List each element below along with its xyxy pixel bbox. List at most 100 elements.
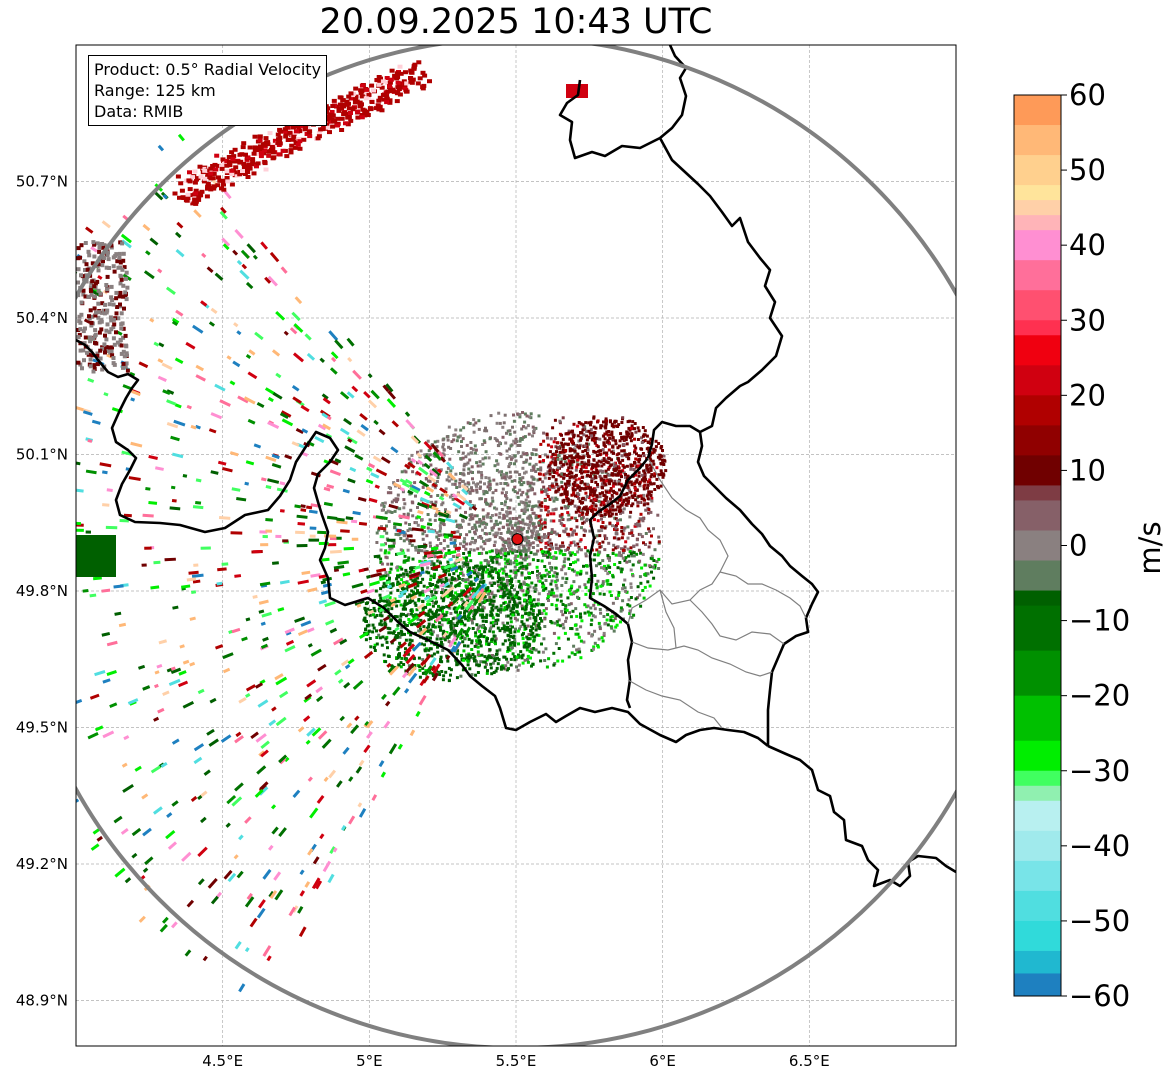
echo-cell [526,523,530,527]
echo-cell [416,515,422,519]
echo-cell [591,463,595,467]
echo-cell [462,630,466,634]
echo-cell [295,428,304,435]
echo-cell [467,467,471,471]
echo-cell [619,470,623,474]
echo-cell [602,434,606,438]
echo-cell [637,519,641,523]
echo-cell [513,454,517,458]
echo-cell [208,321,216,327]
echo-cell [548,547,552,551]
echo-cell [629,426,633,430]
echo-cell [527,633,531,636]
echo-cell [51,685,56,689]
echo-cell [404,411,411,417]
echo-cell [51,286,57,291]
echo-cell [321,393,329,400]
echo-cell [530,452,534,456]
echo-cell [521,544,525,548]
echo-cell [617,482,621,486]
echo-cell [370,572,383,578]
echo-cell [600,424,604,428]
echo-cell [598,534,602,538]
echo-cell [434,500,438,504]
echo-cell [388,544,396,548]
echo-cell [609,487,613,490]
echo-cell [525,602,529,606]
echo-cell [508,470,512,474]
echo-cell [292,352,305,363]
echo-cell [561,487,565,491]
echo-cell [409,590,421,599]
echo-cell [633,487,637,491]
echo-cell [639,533,643,537]
echo-cell [189,616,196,621]
echo-cell [500,627,504,631]
echo-cell [256,907,266,919]
echo-cell [424,554,427,558]
echo-cell [482,615,486,619]
echo-cell [631,534,635,537]
echo-cell [624,556,628,560]
echo-cell [420,518,424,522]
echo-cell [492,533,496,537]
echo-cell [446,544,450,548]
echo-cell [561,416,565,420]
echo-cell [641,552,645,556]
echo-cell [543,574,547,578]
echo-cell [570,430,574,434]
echo-cell [535,534,538,538]
echo-cell [466,634,469,638]
echo-cell [463,636,466,640]
echo-cell [379,560,383,564]
echo-cell [547,464,551,468]
echo-cell [516,554,520,558]
echo-cell [37,345,48,352]
echo-cell [597,637,601,641]
echo-cell [503,474,507,478]
echo-cell [633,437,636,441]
echo-cell [553,471,557,474]
echo-cell [524,549,528,553]
echo-cell [481,576,485,580]
echo-cell [530,486,534,490]
echo-cell [459,616,463,620]
echo-cell [380,543,386,547]
echo-cell [405,624,409,627]
echo-cell [606,613,610,617]
echo-cell [508,600,512,604]
echo-cell [463,482,467,486]
echo-cell [474,421,478,425]
echo-cell [608,420,612,424]
echo-cell [606,467,610,471]
echo-cell [625,442,629,446]
echo-cell [528,616,532,620]
echo-cell [486,637,489,641]
echo-cell [534,628,538,632]
echo-cell [493,464,497,468]
echo-cell [558,551,562,555]
echo-cell [513,490,517,494]
echo-cell [602,451,606,455]
echo-cell [414,603,418,607]
echo-cell [522,580,526,584]
echo-cell [527,546,531,550]
echo-cell [580,460,584,464]
echo-cell [650,496,654,500]
echo-cell [437,572,447,580]
echo-cell [544,586,548,590]
echo-cell [534,648,538,652]
echo-cell [498,441,502,445]
echo-cell [398,618,402,622]
echo-cell [567,502,571,505]
echo-cell [413,664,417,667]
echo-cell [267,275,278,287]
echo-cell [461,603,465,606]
echo-cell [625,464,629,468]
echo-cell [604,508,608,512]
echo-cell [495,550,498,554]
echo-cell [82,410,93,416]
echo-cell [397,593,404,599]
echo-cell [602,459,606,462]
echo-cell [598,550,602,554]
